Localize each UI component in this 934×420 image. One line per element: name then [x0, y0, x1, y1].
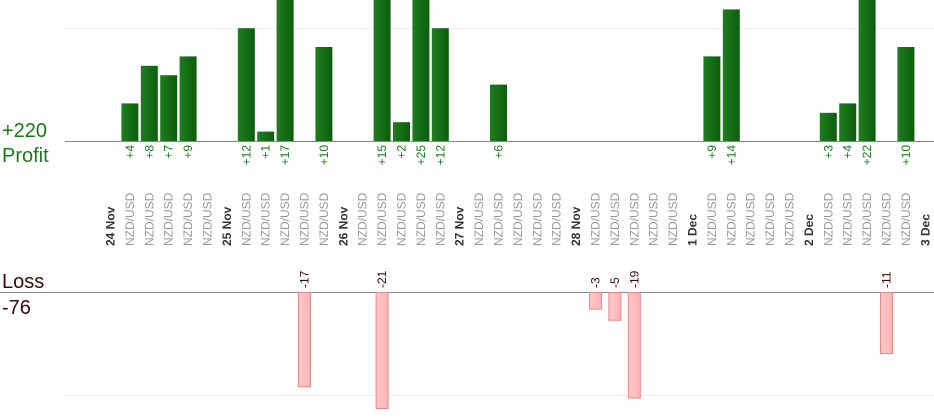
profit-bar: [257, 131, 275, 141]
date-label: 27 Nov: [453, 206, 467, 246]
profit-value-label: +15: [375, 145, 389, 166]
pair-label: NZD/USD: [550, 192, 564, 246]
pair-label: NZD/USD: [395, 192, 409, 246]
profit-bar: [179, 56, 197, 141]
pair-label: NZD/USD: [666, 192, 680, 246]
profit-value-label: +4: [841, 145, 855, 159]
pair-label: NZD/USD: [724, 192, 738, 246]
pair-label: NZD/USD: [162, 192, 176, 246]
profit-bar: [237, 28, 255, 142]
profit-value-label: +8: [142, 145, 156, 159]
profit-value-label: +10: [899, 145, 913, 166]
pair-label: NZD/USD: [530, 192, 544, 246]
profit-value-label: +3: [821, 145, 835, 159]
pair-label: NZD/USD: [860, 192, 874, 246]
profit-total: +220: [2, 120, 48, 142]
profit-bar: [160, 75, 178, 141]
profit-value-label: +12: [433, 145, 447, 166]
pair-label: NZD/USD: [278, 192, 292, 246]
pair-label: NZD/USD: [298, 192, 312, 246]
date-label: 25 Nov: [220, 206, 234, 246]
loss-value-label: -19: [627, 270, 641, 288]
pair-label: NZD/USD: [259, 192, 273, 246]
loss-bar: [298, 292, 311, 388]
date-label: 2 Dec: [802, 214, 816, 246]
profit-value-label: +4: [123, 145, 137, 159]
loss-value-label: -17: [298, 270, 312, 288]
profit-value-label: +9: [705, 145, 719, 159]
profit-bar: [373, 0, 391, 141]
profit-bar: [897, 47, 915, 141]
loss-bar: [589, 292, 602, 310]
pair-label: NZD/USD: [899, 192, 913, 246]
profit-bar: [140, 65, 158, 141]
loss-bar: [608, 292, 622, 321]
date-label: 26 Nov: [336, 206, 350, 246]
pair-label: NZD/USD: [744, 192, 758, 246]
profit-bar: [490, 84, 507, 141]
pair-label: NZD/USD: [880, 192, 894, 246]
profit-value-label: +9: [181, 145, 195, 159]
pair-label: NZD/USD: [763, 192, 777, 246]
profit-bar: [393, 122, 410, 141]
profit-value-label: +22: [860, 145, 874, 166]
pair-label: NZD/USD: [608, 192, 622, 246]
loss-value-label: -21: [375, 270, 389, 288]
pair-label: NZD/USD: [317, 192, 331, 246]
profit-bar: [858, 0, 876, 141]
profit-bar: [315, 47, 333, 141]
pair-label: NZD/USD: [181, 192, 195, 246]
loss-bar: [375, 292, 389, 409]
profit-bar: [722, 9, 740, 142]
pair-label: NZD/USD: [511, 192, 525, 246]
profit-value-label: +1: [259, 145, 273, 159]
loss-bar: [627, 292, 641, 399]
pair-label: NZD/USD: [201, 192, 215, 246]
pair-label: NZD/USD: [375, 192, 389, 246]
profit-value-label: +10: [317, 145, 331, 166]
profit-value-label: +6: [492, 145, 506, 159]
pair-label: NZD/USD: [492, 192, 506, 246]
profit-bar: [431, 28, 449, 142]
pair-label: NZD/USD: [841, 192, 855, 246]
pair-label: NZD/USD: [705, 192, 719, 246]
loss-bar: [880, 292, 893, 355]
loss-label: Loss: [2, 271, 45, 293]
pair-label: NZD/USD: [239, 192, 253, 246]
profit-bar: [819, 112, 837, 141]
pair-label: NZD/USD: [821, 192, 835, 246]
profit-label: Profit: [2, 145, 49, 167]
pair-label: NZD/USD: [589, 192, 603, 246]
pair-label: NZD/USD: [647, 192, 661, 246]
pair-label: NZD/USD: [356, 192, 370, 246]
profit-value-label: +25: [414, 145, 428, 166]
profit-value-label: +2: [395, 145, 409, 159]
pair-label: NZD/USD: [433, 192, 447, 246]
pair-label: NZD/USD: [627, 192, 641, 246]
loss-value-label: -5: [608, 277, 622, 288]
profit-value-label: +17: [278, 145, 292, 166]
profit-bar: [703, 56, 721, 141]
profit-value-label: +12: [239, 145, 253, 166]
date-label: 24 Nov: [104, 206, 118, 246]
pair-label: NZD/USD: [783, 192, 797, 246]
pair-label: NZD/USD: [414, 192, 428, 246]
profit-bar: [839, 103, 857, 141]
date-label: 28 Nov: [569, 206, 583, 246]
profit-bar: [276, 0, 294, 141]
pair-label: NZD/USD: [142, 192, 156, 246]
date-label: 3 Dec: [918, 214, 932, 246]
profit-value-label: +14: [724, 145, 738, 166]
profit-bar: [412, 0, 430, 141]
profit-value-label: +7: [162, 145, 176, 159]
pair-label: NZD/USD: [123, 192, 137, 246]
loss-value-label: -11: [880, 271, 894, 288]
loss-total: -76: [2, 297, 31, 319]
pair-label: NZD/USD: [472, 192, 486, 246]
loss-value-label: -3: [589, 277, 603, 288]
date-label: 1 Dec: [686, 214, 700, 246]
profit-bar: [121, 103, 139, 141]
